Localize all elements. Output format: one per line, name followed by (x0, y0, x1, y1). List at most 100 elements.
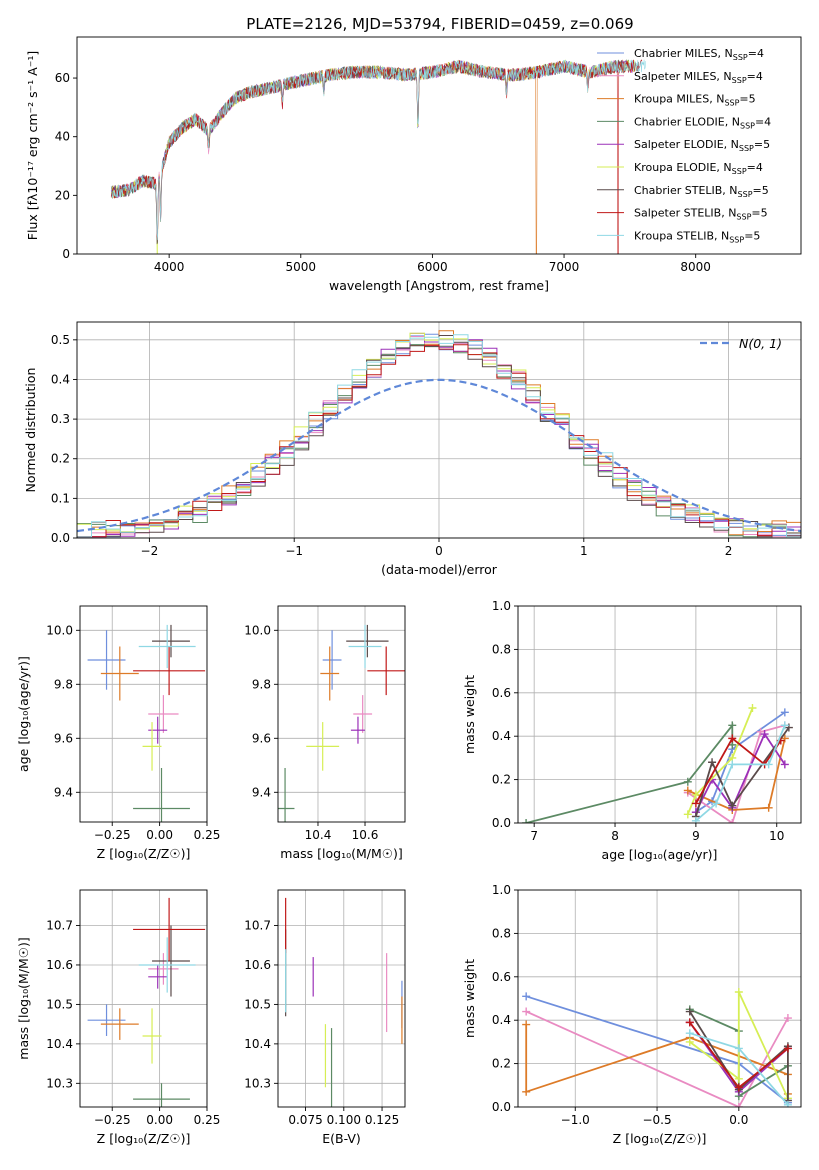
legend-entry-3: Chabrier ELODIE, NSSP=4 (634, 115, 771, 130)
x-tick-label: 9 (692, 829, 700, 843)
plus-marker (764, 760, 773, 769)
mass-vs-EBV-frame (277, 889, 406, 1108)
mass-vs-Z-y-axis-label: mass [log₁₀(M/M☉)] (16, 937, 31, 1059)
legend-entry-normal: N(0, 1) (739, 336, 782, 351)
y-tick-label: 10.0 (244, 623, 271, 637)
y-tick-label: 9.4 (252, 785, 271, 799)
residual-histogram-panel: −2 −1 0 1 2 0.0 0.1 0.2 0.3 0.4 0.5 (data-model)/er… (23, 321, 802, 577)
y-tick-label: 9.6 (252, 731, 271, 745)
x-tick-label: 0.00 (146, 1113, 173, 1127)
age-vs-Z-panel: −0.25 0.00 0.25 9.4 9.6 9.8 10.0 Z [log₁₀(Z/Z☉)… (16, 605, 220, 861)
spectrum-line-0 (110, 60, 620, 238)
residual-histogram-y-axis-label: Normed distribution (23, 368, 38, 493)
y-tick-label: 10.4 (46, 1037, 73, 1051)
y-tick-label: 10.5 (46, 997, 73, 1011)
spectrum-y-axis-label: Flux [fλ10⁻¹⁷ erg cm⁻² s⁻¹ A⁻¹] (25, 51, 40, 240)
plus-marker (522, 1007, 531, 1016)
y-tick-label: 1.0 (492, 599, 511, 613)
x-tick-label: −1 (285, 544, 303, 558)
histogram-7 (77, 344, 801, 538)
data-point-4 (148, 716, 168, 744)
age-vs-Z-x-axis-label: Z [log₁₀(Z/Z☉)] (97, 846, 191, 861)
x-tick-label: 0.25 (194, 1113, 221, 1127)
plus-marker (780, 708, 789, 717)
plus-marker (756, 727, 765, 736)
plus-marker (522, 1087, 531, 1096)
x-tick-label: 0.100 (327, 1113, 361, 1127)
x-tick-label: 0.00 (146, 828, 173, 842)
y-tick-label: 0.6 (492, 970, 511, 984)
y-tick-label: 0 (62, 247, 70, 261)
y-tick-label: 10.0 (46, 623, 73, 637)
plus-marker (683, 810, 692, 819)
mass-weight-vs-Z-y-axis-label: mass weight (462, 959, 477, 1038)
x-tick-label: −2 (141, 544, 159, 558)
data-point-5 (142, 722, 162, 771)
spectrum-line-4 (110, 60, 633, 236)
x-tick-label: −1.0 (561, 1113, 590, 1127)
y-tick-label: 0.8 (492, 642, 511, 656)
data-point-5 (142, 1008, 162, 1064)
plus-marker (685, 1037, 694, 1046)
data-point-2 (100, 1008, 139, 1040)
y-tick-label: 10.7 (244, 919, 271, 933)
mass-vs-Z-x-axis-label: Z [log₁₀(Z/Z☉)] (97, 1131, 191, 1146)
spectrum-legend: Chabrier MILES, NSSP=4 Salpeter MILES, NS… (597, 47, 771, 244)
y-tick-label: 10.5 (244, 997, 271, 1011)
y-tick-label: 0.4 (51, 372, 70, 386)
data-point-1 (148, 953, 179, 985)
histogram-8 (77, 334, 801, 538)
plus-marker (691, 799, 700, 808)
x-tick-label: 1 (580, 544, 588, 558)
plus-marker (760, 730, 769, 739)
data-point-0 (322, 630, 342, 690)
x-tick-label: 10.6 (352, 828, 379, 842)
plus-marker (734, 1044, 743, 1053)
data-point-8 (138, 937, 196, 993)
legend-entry-4: Salpeter ELODIE, NSSP=5 (634, 138, 770, 153)
data-point-6 (152, 624, 190, 658)
data-point-3 (278, 768, 295, 822)
x-tick-label: −0.25 (94, 1113, 131, 1127)
figure-title: PLATE=2126, MJD=53794, FIBERID=0459, z=0… (246, 15, 633, 33)
x-tick-label: 10 (769, 829, 784, 843)
y-tick-label: 10.7 (46, 919, 73, 933)
age-vs-Z-plot-area (80, 606, 207, 822)
plus-marker (683, 777, 692, 786)
mass-weight-vs-age-x-axis-label: age [log₁₀(age/yr)] (602, 847, 718, 862)
x-tick-label: 4000 (154, 260, 185, 274)
plus-marker (685, 1007, 694, 1016)
plus-marker (685, 1018, 694, 1027)
y-tick-label: 10.6 (244, 958, 271, 972)
data-point-8 (138, 624, 196, 669)
plus-marker (691, 816, 700, 823)
y-tick-label: 10.3 (244, 1076, 271, 1090)
legend-entry-5: Kroupa ELODIE, NSSP=4 (634, 161, 763, 176)
y-tick-label: 9.6 (54, 731, 73, 745)
weight-series-0 (695, 711, 786, 813)
spectrum-line-5 (110, 59, 636, 254)
age-vs-Z-y-axis-label: age [log₁₀(age/yr)] (16, 656, 31, 772)
residual-histogram-x-axis-label: (data-model)/error (381, 562, 498, 577)
plus-marker (734, 987, 743, 996)
legend-entry-0: Chabrier MILES, NSSP=4 (634, 47, 764, 62)
plus-marker (522, 992, 531, 1001)
y-tick-label: 9.4 (54, 785, 73, 799)
plus-marker (708, 758, 717, 767)
mass-weight-vs-Z-x-axis-label: Z [log₁₀(Z/Z☉)] (613, 1131, 707, 1146)
x-tick-label: −0.25 (94, 828, 131, 842)
data-point-1 (148, 695, 179, 733)
data-point-3 (133, 1083, 190, 1107)
y-tick-label: 0.5 (51, 333, 70, 347)
data-point-0 (87, 630, 126, 690)
x-tick-label: 5000 (286, 260, 317, 274)
spectrum-x-axis-label: wavelength [Angstrom, rest frame] (329, 278, 549, 293)
y-tick-label: 0.2 (492, 1057, 511, 1071)
mass-weight-vs-age-y-axis-label: mass weight (462, 675, 477, 754)
histogram-legend: N(0, 1) (700, 336, 782, 351)
legend-entry-7: Salpeter STELIB, NSSP=5 (634, 207, 768, 222)
y-tick-label: 9.8 (252, 677, 271, 691)
y-tick-label: 10.4 (244, 1037, 271, 1051)
age-vs-mass-x-axis-label: mass [log₁₀(M/M☉)] (280, 846, 402, 861)
age-vs-mass-panel: 10.4 10.6 9.4 9.6 9.8 10.0 mass [log₁₀(M/M☉)] (244, 605, 406, 861)
